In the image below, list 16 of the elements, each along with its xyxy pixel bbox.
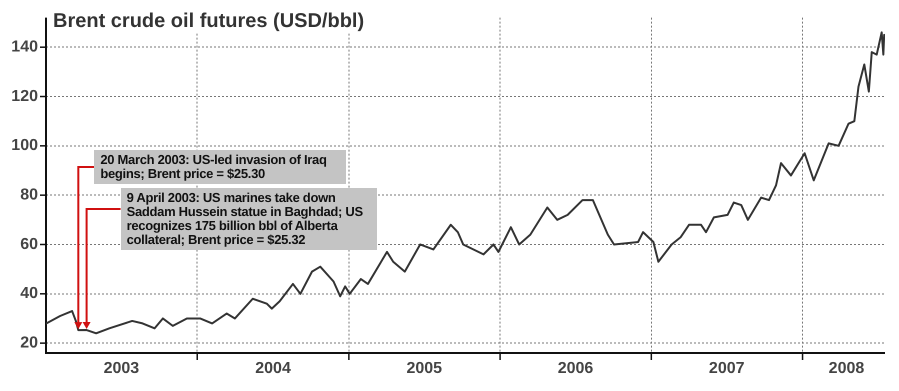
x-tick-label: 2006 bbox=[558, 360, 594, 378]
x-tick-label: 2007 bbox=[708, 360, 745, 378]
x-tick-label: 2008 bbox=[828, 360, 864, 378]
x-tick-label: 2004 bbox=[255, 360, 291, 378]
annotation: 20 March 2003: US-led invasion of Iraq begins; Brent price = $25.30 bbox=[94, 150, 346, 184]
y-tick-label: 40 bbox=[20, 285, 38, 302]
y-tick-label: 120 bbox=[11, 88, 38, 105]
y-tick-label: 140 bbox=[11, 38, 38, 56]
x-tick-label: 2003 bbox=[104, 360, 140, 378]
y-tick-label: 80 bbox=[20, 186, 38, 204]
y-tick-label: 20 bbox=[20, 334, 38, 352]
y-tick-label: 60 bbox=[20, 236, 38, 253]
annotation: 9 April 2003: US marines take down Saddam Hussein statue in Baghdad; US recognizes 175 billion bbl of Alberta collateral; Brent price = $25.32 bbox=[120, 188, 377, 250]
y-tick-label: 100 bbox=[11, 137, 38, 154]
x-tick-label: 2005 bbox=[406, 360, 442, 378]
chart-title: Brent crude oil futures (USD/bbl) bbox=[53, 10, 364, 33]
